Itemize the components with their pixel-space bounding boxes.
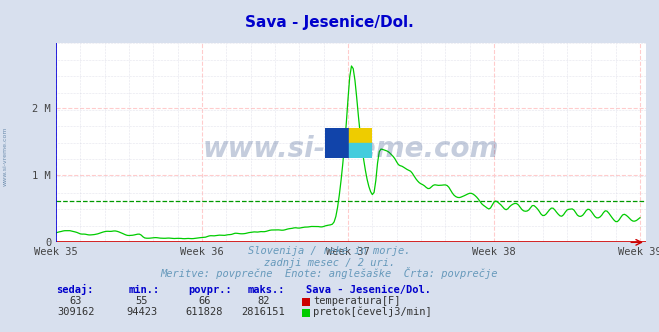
Text: maks.:: maks.:	[247, 285, 285, 295]
Text: Sava - Jesenice/Dol.: Sava - Jesenice/Dol.	[306, 285, 432, 295]
Text: www.si-vreme.com: www.si-vreme.com	[3, 126, 8, 186]
Text: min.:: min.:	[129, 285, 159, 295]
Text: 2816151: 2816151	[242, 307, 285, 317]
Text: temperatura[F]: temperatura[F]	[313, 296, 401, 306]
Text: Sava - Jesenice/Dol.: Sava - Jesenice/Dol.	[245, 15, 414, 30]
Bar	[349, 128, 372, 143]
Text: sedaj:: sedaj:	[56, 284, 94, 295]
Text: Meritve: povprečne  Enote: anglešaške  Črta: povprečje: Meritve: povprečne Enote: anglešaške Črt…	[161, 267, 498, 279]
Text: 66: 66	[198, 296, 210, 306]
Text: 94423: 94423	[126, 307, 158, 317]
Bar	[326, 128, 349, 158]
Text: www.si-vreme.com: www.si-vreme.com	[203, 135, 499, 163]
Text: pretok[čevelj3/min]: pretok[čevelj3/min]	[313, 306, 432, 317]
Text: 63: 63	[70, 296, 82, 306]
Text: zadnji mesec / 2 uri.: zadnji mesec / 2 uri.	[264, 258, 395, 268]
Text: 55: 55	[136, 296, 148, 306]
Text: 611828: 611828	[186, 307, 223, 317]
Text: 309162: 309162	[57, 307, 94, 317]
Text: Slovenija / reke in morje.: Slovenija / reke in morje.	[248, 246, 411, 256]
Text: povpr.:: povpr.:	[188, 285, 231, 295]
Bar	[349, 143, 372, 158]
Text: 82: 82	[258, 296, 270, 306]
